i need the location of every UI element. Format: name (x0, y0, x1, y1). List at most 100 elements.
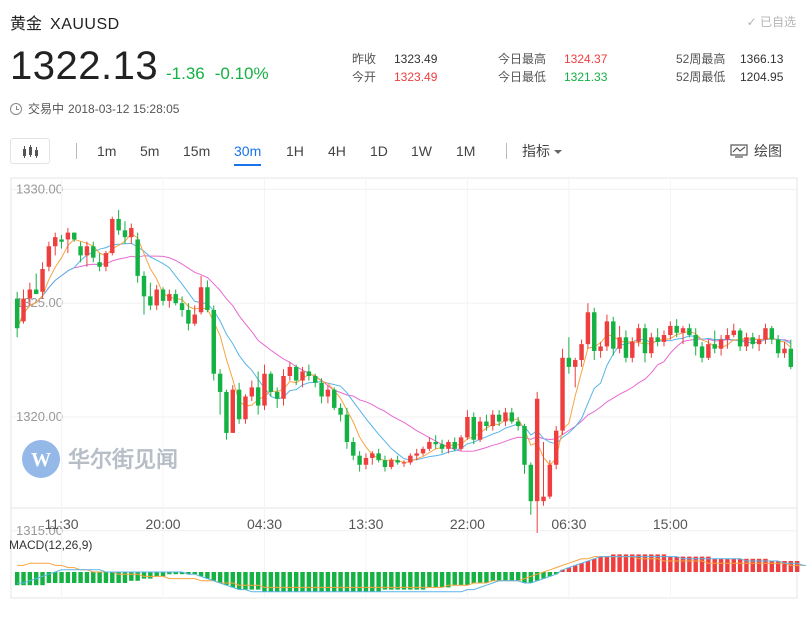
candle (756, 335, 762, 351)
candle (262, 364, 267, 411)
candle-body (14, 298, 20, 329)
candle-body (389, 460, 394, 468)
macd-bar (281, 572, 286, 592)
interval-30m[interactable]: 30m (234, 136, 262, 166)
macd-bar (198, 572, 204, 577)
interval-1h[interactable]: 1H (286, 143, 304, 159)
candle (300, 366, 305, 388)
macd-bar (255, 572, 261, 590)
indicators-menu[interactable]: 指标 (522, 136, 562, 166)
candle (306, 364, 312, 381)
interval-15m[interactable]: 15m (183, 143, 211, 159)
candle-body (433, 442, 438, 445)
toolbar-divider (76, 143, 77, 159)
candle-body (281, 376, 286, 399)
candle-body (46, 246, 52, 267)
candle (357, 451, 362, 472)
candle-body (192, 314, 197, 324)
candle-body (636, 328, 641, 342)
macd-bar (186, 572, 191, 575)
candle-body (408, 455, 413, 463)
macd-bar (756, 558, 762, 572)
interval-4h[interactable]: 4H (328, 143, 346, 159)
macd-bar (110, 572, 115, 583)
candle (211, 305, 216, 381)
macd-bar (553, 572, 559, 575)
candle-body (319, 382, 324, 397)
candle-body (782, 348, 787, 354)
candle (395, 455, 400, 465)
macd-bar (465, 572, 470, 586)
interval-1d[interactable]: 1D (370, 143, 388, 159)
candle-body (592, 312, 597, 351)
macd-bar (725, 558, 730, 572)
macd-bar (655, 554, 660, 572)
macd-bar (630, 554, 635, 572)
candle-body (306, 371, 312, 376)
macd-bar (91, 572, 96, 583)
macd-bar (573, 565, 578, 572)
candle-body (611, 321, 616, 349)
candle-body (395, 460, 400, 463)
candle-body (167, 294, 172, 301)
candle (129, 223, 134, 244)
candle-body (21, 298, 26, 322)
candle (274, 387, 280, 408)
macd-bar (211, 572, 216, 581)
candle (116, 209, 121, 235)
macd-bar (680, 556, 686, 572)
candle-body (110, 218, 115, 254)
candle (332, 387, 337, 411)
change-value: -1.36 (166, 64, 205, 83)
status-datetime: 2018-03-12 15:28:05 (68, 101, 180, 116)
y-tick-label: 1320.00 (16, 409, 63, 424)
candle-body (91, 246, 96, 258)
macd-bar (230, 572, 235, 588)
macd-bar (744, 558, 749, 572)
candle-body (59, 239, 64, 242)
interval-1m[interactable]: 1M (456, 143, 476, 159)
macd-bar (534, 572, 540, 581)
candle-body (370, 453, 375, 458)
macd-bar (313, 572, 318, 592)
candle-body (198, 287, 204, 313)
macd-bar (611, 554, 616, 572)
candle-body (718, 339, 724, 349)
candle-body (484, 421, 489, 427)
macd-bar (84, 572, 90, 583)
macd-bar (205, 572, 210, 579)
macd-bar (167, 572, 172, 575)
candle-body (725, 335, 730, 340)
macd-bar (72, 572, 77, 583)
candle-body (541, 496, 546, 502)
candle (706, 339, 711, 361)
macd-bar (496, 572, 502, 581)
watermark: W 华尔街见闻 (22, 440, 178, 478)
interval-5m[interactable]: 5m (140, 143, 160, 159)
candle (636, 323, 641, 347)
chart-type-button[interactable] (10, 138, 50, 164)
candle-body (313, 376, 318, 383)
macd-bar (306, 572, 312, 592)
candle (573, 357, 578, 388)
candle (141, 271, 147, 315)
open-value: 1323.49 (394, 70, 438, 84)
candlestick-icon (23, 145, 38, 158)
candle (750, 332, 755, 349)
interval-1m[interactable]: 1m (97, 143, 117, 159)
candle (503, 407, 508, 427)
macd-bar (192, 572, 197, 575)
macd-bar (268, 572, 274, 592)
candle-body (560, 357, 565, 431)
draw-tool-button[interactable]: 绘图 (730, 136, 782, 166)
macd-bar (59, 572, 64, 583)
macd-bar (649, 554, 654, 572)
macd-bar (598, 556, 603, 572)
candle-body (33, 289, 39, 295)
macd-bar (389, 572, 394, 590)
interval-1w[interactable]: 1W (411, 143, 432, 159)
watchlist-button[interactable]: ✓ 已自选 (747, 13, 796, 30)
candle-body (351, 442, 356, 456)
y-tick-label: 1315.00 (16, 523, 63, 538)
